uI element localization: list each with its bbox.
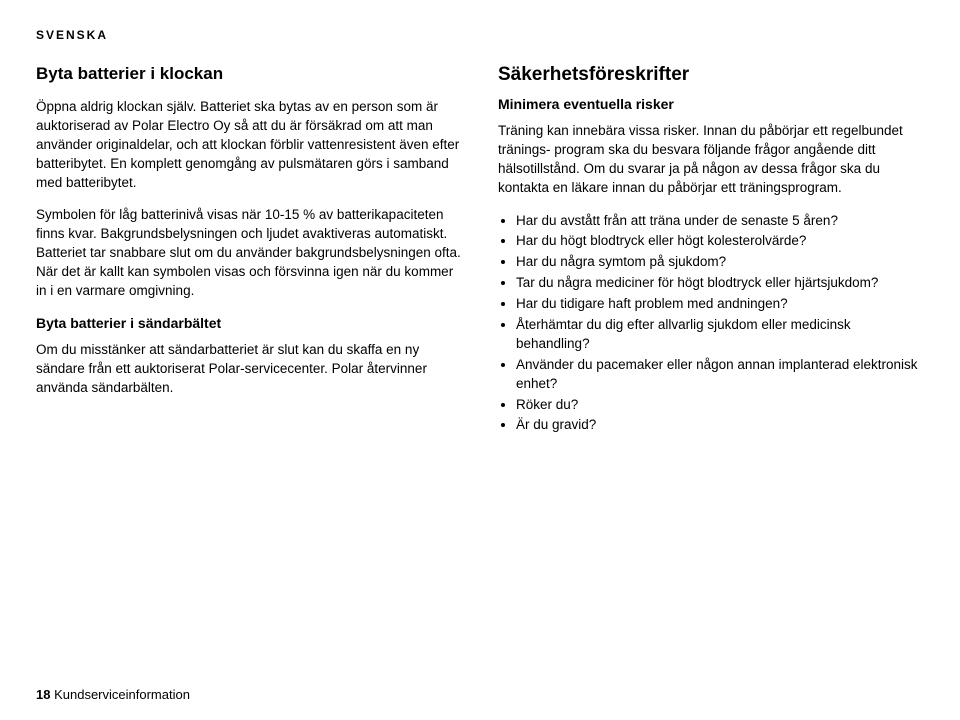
right-para-1: Träning kan innebära vissa risker. Innan… [498, 122, 924, 198]
page-footer: 18 Kundserviceinformation [36, 687, 190, 702]
left-para-2: Symbolen för låg batterinivå visas när 1… [36, 206, 462, 300]
list-item: Tar du några mediciner för högt blodtryc… [516, 274, 924, 293]
footer-section: Kundserviceinformation [54, 687, 190, 702]
right-column: Säkerhetsföreskrifter Minimera eventuell… [498, 64, 924, 437]
right-heading: Säkerhetsföreskrifter [498, 64, 924, 86]
left-column: Byta batterier i klockan Öppna aldrig kl… [36, 64, 462, 437]
list-item: Har du högt blodtryck eller högt koleste… [516, 232, 924, 251]
list-item: Har du några symtom på sjukdom? [516, 253, 924, 272]
right-subheading: Minimera eventuella risker [498, 96, 924, 112]
list-item: Använder du pacemaker eller någon annan … [516, 356, 924, 394]
language-tag: SVENSKA [36, 28, 924, 42]
left-heading: Byta batterier i klockan [36, 64, 462, 84]
left-para-3: Om du misstänker att sändarbatteriet är … [36, 341, 462, 398]
list-item: Röker du? [516, 396, 924, 415]
questions-list: Har du avstått från att träna under de s… [498, 212, 924, 436]
list-item: Har du avstått från att träna under de s… [516, 212, 924, 231]
left-para-1: Öppna aldrig klockan själv. Batteriet sk… [36, 98, 462, 192]
list-item: Är du gravid? [516, 416, 924, 435]
page-number: 18 [36, 687, 50, 702]
list-item: Återhämtar du dig efter allvarlig sjukdo… [516, 316, 924, 354]
content-columns: Byta batterier i klockan Öppna aldrig kl… [36, 64, 924, 437]
list-item: Har du tidigare haft problem med andning… [516, 295, 924, 314]
left-subheading: Byta batterier i sändarbältet [36, 315, 462, 331]
